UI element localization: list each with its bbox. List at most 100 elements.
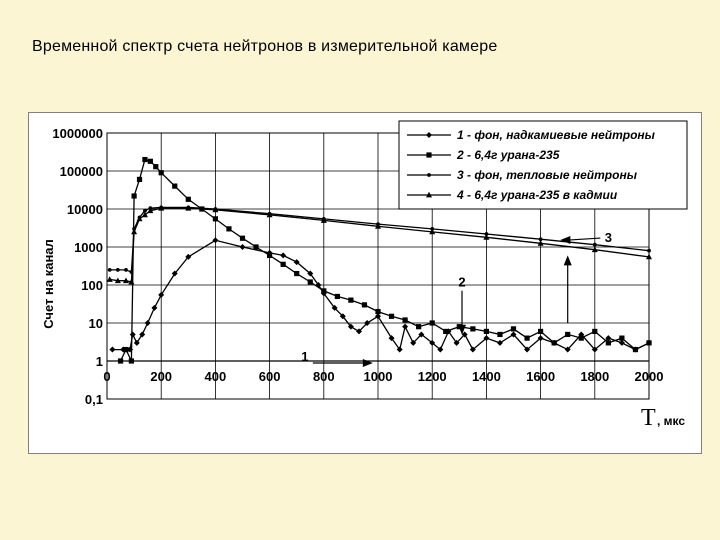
series-2-point — [307, 279, 313, 285]
slide-title: Временной спектр счета нейтронов в измер… — [32, 38, 498, 55]
series-1-point — [375, 313, 381, 320]
y-tick-label: 100 — [81, 278, 103, 293]
series-1-point — [239, 244, 246, 250]
series-2-point — [334, 293, 340, 300]
annotation-arrow-3 — [568, 237, 601, 241]
series-4-point — [128, 278, 135, 285]
chart-frame: 1000000 100000 10000 1000 100 10 1 0,1 0 200 400 60… — [28, 112, 702, 454]
series-4-point — [122, 277, 129, 284]
x-tick-label: 1200 — [418, 369, 447, 384]
series-2-point — [239, 235, 246, 241]
x-tick-label: 1800 — [580, 369, 609, 384]
x-tick-label: 1600 — [526, 369, 555, 384]
series-1-point — [144, 320, 151, 326]
series-3-point — [115, 267, 120, 272]
x-tick-label: 400 — [205, 369, 227, 384]
annotation-arrowhead-2 — [458, 324, 467, 335]
series-4-point — [131, 228, 138, 235]
series-2-point — [551, 340, 557, 346]
x-tick-label: 2000 — [635, 369, 664, 384]
series-2-point — [131, 193, 137, 199]
series-4-point — [320, 217, 327, 223]
series-2-point — [524, 335, 530, 341]
series-2-point — [619, 335, 625, 341]
legend-marker-3 — [427, 173, 431, 177]
series-1-point — [331, 304, 338, 311]
series-2-point — [632, 346, 639, 353]
series-1-point — [293, 259, 300, 266]
series-2-point — [375, 308, 381, 315]
series-1-point — [524, 346, 531, 353]
series-4-point — [537, 240, 544, 246]
x-tick-label: 1000 — [364, 369, 393, 384]
series-2-point — [388, 313, 395, 319]
series-2-point — [348, 297, 354, 303]
series-4-point — [147, 207, 154, 214]
series-2-point — [294, 270, 300, 277]
series-2-point — [253, 244, 259, 250]
series-4-point — [483, 234, 490, 240]
series-1-point — [469, 346, 476, 353]
series-4-point — [266, 211, 273, 218]
series-1-point — [461, 331, 468, 338]
series-2-point — [646, 340, 652, 346]
legend-label-4: 4 - 6,4г урана-235 в кадмии — [456, 188, 618, 202]
series-1-point — [537, 335, 544, 342]
series-1-point — [483, 335, 490, 342]
series-1-point — [410, 339, 417, 346]
series-4-point — [136, 215, 143, 222]
series-1-point — [185, 253, 192, 260]
series-4-point — [106, 276, 113, 282]
legend-label-1: 1 - фон, надкамиевые нейтроны — [457, 128, 656, 142]
x-tick-label: 0 — [103, 369, 110, 384]
series-1-point — [133, 339, 140, 346]
x-tick-label: 200 — [150, 369, 172, 384]
series-1-point — [437, 346, 444, 353]
series-1-point — [396, 346, 403, 353]
series-2-point — [280, 261, 286, 267]
series-1-point — [618, 339, 625, 346]
series-1-point — [158, 291, 165, 298]
series-2-point — [142, 156, 148, 163]
series-2-point — [158, 170, 164, 176]
x-tick-label: 1400 — [472, 369, 501, 384]
legend-marker-2 — [426, 152, 432, 158]
series-2-point — [565, 331, 571, 338]
x-axis-unit: , мкс — [657, 414, 685, 428]
series-3-point — [124, 267, 128, 272]
x-tick-label: 600 — [259, 369, 281, 384]
series-1-point — [388, 335, 395, 342]
series-2-point — [321, 288, 327, 294]
series-2-point — [128, 358, 134, 364]
series-2-point — [226, 226, 232, 232]
series-1-point — [429, 339, 436, 346]
series-1-point — [564, 346, 571, 353]
series-1-point — [605, 335, 612, 342]
series-4-point — [212, 206, 219, 213]
series-1-point — [109, 346, 116, 353]
series-1-point — [402, 323, 409, 330]
series-1-point — [339, 313, 346, 320]
series-1-point — [364, 320, 371, 326]
y-tick-label: 1000 — [74, 240, 103, 255]
legend-label-3: 3 - фон, тепловые нейтроны — [457, 168, 638, 182]
y-tick-label: 100000 — [60, 164, 103, 179]
series-2-point — [538, 328, 544, 335]
series-3-point — [484, 232, 489, 236]
annotation-arrowhead-4 — [563, 255, 572, 266]
series-1-point — [212, 237, 219, 244]
annotation-label-3: 3 — [605, 230, 612, 245]
series-1-point — [139, 331, 146, 338]
series-4-point — [114, 277, 121, 284]
series-1-point — [453, 339, 460, 346]
series-2-point — [117, 358, 124, 364]
series-2-point — [212, 216, 218, 222]
series-2-point — [592, 328, 598, 335]
series-1-point — [347, 323, 354, 330]
series-4-point — [429, 228, 436, 235]
series-2-point — [605, 340, 611, 346]
annotation-arrowhead-3 — [560, 236, 571, 245]
series-2-point — [361, 302, 368, 308]
series-3-point — [107, 267, 112, 272]
series-2-point — [123, 346, 129, 353]
